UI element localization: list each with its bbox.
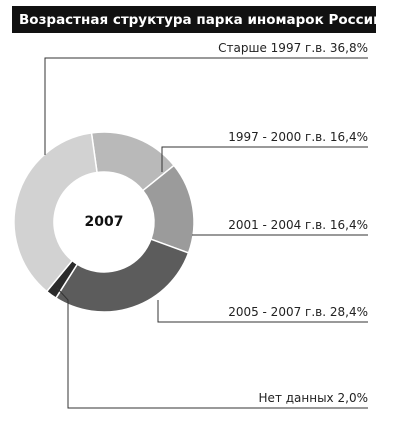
leader-line <box>157 300 368 323</box>
center-label: 2007 <box>85 214 124 230</box>
value-label: 28,4% <box>330 305 368 319</box>
category-label: 2005 - 2007 г.в. <box>228 305 326 319</box>
data-label: 2005 - 2007 г.в. 28,4% <box>228 305 368 319</box>
slice <box>54 238 190 313</box>
category-label: Нет данных <box>259 391 334 405</box>
value-label: 16,4% <box>330 218 368 232</box>
value-label: 36,8% <box>330 41 368 55</box>
data-label: 2001 - 2004 г.в. 16,4% <box>228 218 368 232</box>
chart-title: Возрастная структура парка иномарок Росс… <box>19 12 383 28</box>
category-label: 1997 - 2000 г.в. <box>228 130 326 144</box>
slice <box>13 132 98 293</box>
leader-line <box>56 287 368 409</box>
value-label: 16,4% <box>330 130 368 144</box>
data-label: Нет данных 2,0% <box>259 391 368 405</box>
data-label: Старше 1997 г.в. 36,8% <box>218 41 368 55</box>
value-label: 2,0% <box>338 391 369 405</box>
data-label: 1997 - 2000 г.в. 16,4% <box>228 130 368 144</box>
category-label: Старше 1997 г.в. <box>218 41 326 55</box>
category-label: 2001 - 2004 г.в. <box>228 218 326 232</box>
leader-line <box>44 57 368 155</box>
title-bar <box>12 6 376 33</box>
leader-line <box>161 146 368 172</box>
